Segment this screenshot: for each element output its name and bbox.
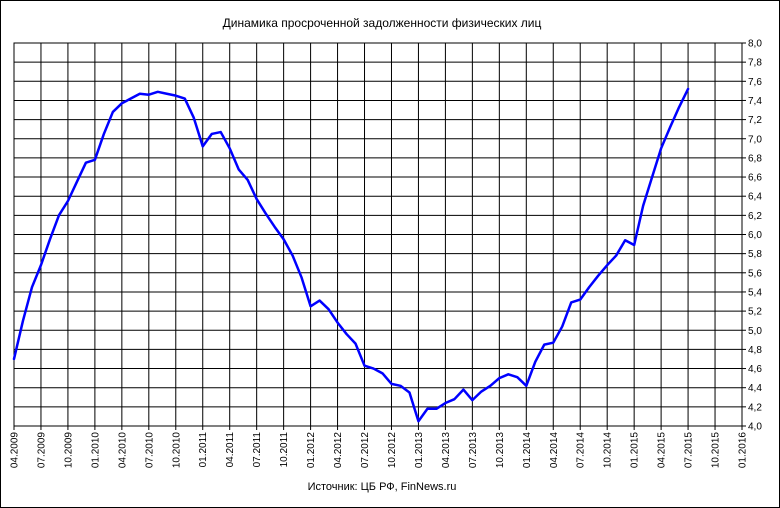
y-tick-label: 4,0 bbox=[748, 422, 762, 433]
series-layer bbox=[12, 87, 690, 423]
x-tick-label: 07.2014 bbox=[576, 432, 587, 469]
y-tick-label: 4,6 bbox=[748, 364, 762, 375]
x-tick-label: 01.2014 bbox=[522, 432, 533, 469]
y-tick-label: 7,6 bbox=[748, 77, 762, 88]
chart-title: Динамика просроченной задолженности физи… bbox=[223, 16, 542, 30]
y-tick-label: 6,6 bbox=[748, 173, 762, 184]
x-tick-label: 01.2010 bbox=[90, 432, 101, 469]
x-tick-label: 10.2013 bbox=[495, 432, 506, 469]
y-tick-label: 7,8 bbox=[748, 58, 762, 69]
x-tick-label: 04.2013 bbox=[441, 432, 452, 469]
x-tick-label: 07.2013 bbox=[468, 432, 479, 469]
x-tick-label: 07.2015 bbox=[684, 432, 695, 469]
y-tick-label: 5,6 bbox=[748, 268, 762, 279]
x-tick-label: 10.2009 bbox=[63, 432, 74, 469]
x-tick-label: 07.2012 bbox=[360, 432, 371, 469]
y-tick-label: 6,2 bbox=[748, 211, 762, 222]
x-tick-label: 07.2011 bbox=[252, 432, 263, 468]
x-tick-label: 04.2014 bbox=[549, 432, 560, 469]
y-tick-label: 5,2 bbox=[748, 307, 762, 318]
x-tick-label: 04.2015 bbox=[657, 432, 668, 469]
x-tick-label: 10.2012 bbox=[387, 432, 398, 469]
x-tick-label: 04.2009 bbox=[10, 432, 21, 469]
x-tick-label: 07.2010 bbox=[144, 432, 155, 469]
x-tick-label: 04.2012 bbox=[333, 432, 344, 469]
y-tick-label: 4,4 bbox=[748, 383, 762, 394]
y-axis: 4,0 4,2 4,4 4,6 4,8 5,0 5,2 5,4 5,6 5,8 6,0 6,2 6,4 6… bbox=[742, 39, 762, 433]
y-tick-label: 4,8 bbox=[748, 345, 762, 356]
x-tick-label: 10.2010 bbox=[171, 432, 182, 469]
y-tick-label: 4,2 bbox=[748, 402, 762, 413]
y-tick-label: 6,8 bbox=[748, 153, 762, 164]
y-tick-label: 5,0 bbox=[748, 326, 762, 337]
y-tick-label: 7,4 bbox=[748, 96, 762, 107]
x-tick-label: 04.2010 bbox=[117, 432, 128, 469]
x-axis: 04.2009 07.2009 10.2009 01.2010 04.2010 07.20… bbox=[10, 426, 749, 468]
x-tick-label: 10.2015 bbox=[711, 432, 722, 469]
x-tick-label: 04.2011 bbox=[225, 432, 236, 468]
x-tick-label: 10.2011 bbox=[279, 432, 290, 468]
x-tick-label: 01.2015 bbox=[630, 432, 641, 469]
x-tick-label: 01.2013 bbox=[414, 432, 425, 469]
grid bbox=[14, 43, 742, 426]
x-tick-label: 01.2012 bbox=[306, 432, 317, 469]
y-tick-label: 7,2 bbox=[748, 115, 762, 126]
series-line bbox=[12, 87, 690, 423]
x-tick-label: 01.2011 bbox=[198, 432, 209, 468]
x-tick-label: 01.2016 bbox=[738, 432, 749, 469]
y-tick-label: 8,0 bbox=[748, 39, 762, 50]
x-tick-label: 10.2014 bbox=[603, 432, 614, 469]
y-tick-label: 5,4 bbox=[748, 287, 762, 298]
x-tick-label: 07.2009 bbox=[36, 432, 47, 469]
source-note: Источник: ЦБ РФ, FinNews.ru bbox=[308, 481, 457, 493]
y-tick-label: 6,4 bbox=[748, 192, 762, 203]
y-tick-label: 5,8 bbox=[748, 249, 762, 260]
y-tick-label: 7,0 bbox=[748, 134, 762, 145]
y-tick-label: 6,0 bbox=[748, 230, 762, 241]
